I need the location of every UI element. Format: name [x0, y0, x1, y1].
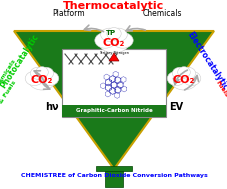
Text: Graphitic-Carbon Nitride: Graphitic-Carbon Nitride — [75, 108, 152, 114]
Text: TP: TP — [106, 30, 116, 36]
Ellipse shape — [172, 67, 187, 79]
Ellipse shape — [179, 67, 195, 79]
Ellipse shape — [112, 33, 133, 48]
Polygon shape — [14, 31, 213, 169]
Text: Chemicals: Chemicals — [0, 58, 17, 90]
Text: EV: EV — [168, 102, 182, 112]
Ellipse shape — [177, 67, 190, 78]
Ellipse shape — [38, 67, 53, 79]
Text: Platform: Platform — [52, 9, 85, 19]
Ellipse shape — [30, 67, 46, 79]
Ellipse shape — [25, 71, 43, 86]
Ellipse shape — [40, 71, 59, 86]
Ellipse shape — [166, 71, 185, 86]
Text: Thermocatalytic: Thermocatalytic — [63, 1, 164, 11]
Polygon shape — [109, 53, 118, 61]
Text: Tertiary Nitrogen: Tertiary Nitrogen — [99, 51, 128, 55]
Text: & Fuels: & Fuels — [0, 80, 17, 104]
FancyBboxPatch shape — [105, 169, 122, 187]
Ellipse shape — [36, 67, 48, 78]
Ellipse shape — [106, 28, 121, 40]
FancyBboxPatch shape — [96, 166, 131, 171]
Ellipse shape — [28, 68, 56, 90]
Text: CHEMISTREE of Carbon Dioxide Conversion Pathways: CHEMISTREE of Carbon Dioxide Conversion … — [20, 173, 207, 177]
Text: CO₂: CO₂ — [172, 75, 194, 85]
FancyBboxPatch shape — [62, 49, 165, 117]
Ellipse shape — [169, 68, 197, 90]
Text: Chemicals: Chemicals — [142, 9, 182, 19]
Text: hν: hν — [45, 102, 59, 112]
Text: Fuels: Fuels — [214, 80, 227, 98]
Text: Electrocatalytic: Electrocatalytic — [184, 30, 227, 92]
Text: CO₂: CO₂ — [102, 38, 125, 48]
Ellipse shape — [94, 33, 115, 48]
Ellipse shape — [182, 71, 200, 86]
FancyBboxPatch shape — [62, 105, 165, 117]
Ellipse shape — [100, 28, 118, 41]
Ellipse shape — [109, 28, 127, 41]
Text: CO₂: CO₂ — [31, 75, 53, 85]
Text: Photocatalytic: Photocatalytic — [0, 32, 41, 90]
Ellipse shape — [98, 29, 129, 53]
